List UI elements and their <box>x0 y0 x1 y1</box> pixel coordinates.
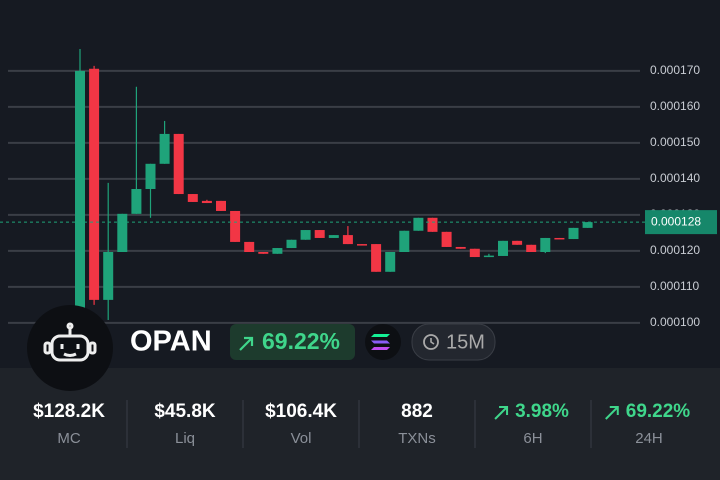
solana-logo <box>371 334 390 350</box>
candle-body <box>117 213 128 252</box>
candle-body <box>244 241 255 252</box>
candle-body <box>469 248 480 258</box>
candle-body <box>300 230 311 240</box>
y-tick-label: 0.000110 <box>650 279 699 293</box>
candle-body <box>371 244 382 272</box>
candle-body <box>286 239 297 249</box>
timeframe: 15M <box>446 331 485 353</box>
candle-body <box>145 163 156 189</box>
candle-body <box>498 240 508 256</box>
candle-body <box>216 200 226 211</box>
candle-body <box>89 68 100 300</box>
candle-body <box>187 194 198 202</box>
y-tick-label: 0.000160 <box>650 99 700 113</box>
up-arrow <box>605 406 619 420</box>
up-arrow <box>239 336 254 351</box>
y-tick-label: 0.000140 <box>650 171 700 185</box>
stat-value: $106.4K <box>265 401 337 422</box>
candle-body <box>258 252 269 254</box>
candle-body <box>173 133 184 195</box>
stats-panel <box>0 368 720 480</box>
candle-body <box>342 235 353 245</box>
candle-body <box>230 210 241 242</box>
stat-value: $45.8K <box>154 401 216 422</box>
chart: 0.0001700.0001600.0001500.0001400.000130… <box>0 48 720 329</box>
change-value: 69.22% <box>262 328 340 354</box>
stat-label: 6H <box>523 430 542 447</box>
change-badge <box>230 324 355 360</box>
candle-body <box>441 231 452 247</box>
candle-body <box>314 230 325 238</box>
robot-icon <box>43 322 97 362</box>
candle-body <box>131 189 142 214</box>
candle-body <box>455 246 466 249</box>
last-price-label: 0.000128 <box>651 214 701 228</box>
stat-label: Liq <box>175 430 195 447</box>
stat-value: 882 <box>401 401 433 422</box>
candle-body <box>568 227 579 240</box>
candle-body <box>159 133 170 164</box>
clock-icon <box>423 334 439 350</box>
stat-label: TXNs <box>398 430 436 447</box>
up-arrow <box>494 406 509 420</box>
candle-body <box>75 70 85 315</box>
candle-body <box>483 255 494 258</box>
stat-label: 24H <box>635 430 663 447</box>
timeframe-badge[interactable] <box>411 323 496 361</box>
y-tick-label: 0.000150 <box>650 135 700 149</box>
stat-value: 3.98% <box>515 401 569 422</box>
candle-body <box>526 244 537 252</box>
candle-body <box>512 240 523 245</box>
stat-label: MC <box>57 430 80 447</box>
stat-value: $128.2K <box>33 401 105 422</box>
candle-body <box>357 244 367 246</box>
y-tick-label: 0.000100 <box>650 315 700 329</box>
avatar <box>27 305 113 391</box>
candle-body <box>399 230 410 252</box>
stat-value: 69.22% <box>626 401 691 422</box>
candle-body <box>103 252 114 300</box>
y-tick-label: 0.000120 <box>650 243 700 257</box>
candle-body <box>328 235 339 238</box>
candle-body <box>554 237 565 240</box>
token-symbol: OPAN <box>130 326 212 358</box>
candle-body <box>201 200 212 204</box>
last-price-box <box>645 210 717 235</box>
clock-hands <box>430 338 435 345</box>
candle-body <box>385 252 396 272</box>
candle-body <box>413 217 424 231</box>
stat-label: Vol <box>291 430 312 447</box>
stats: $128.2K MC $45.8K Liq $106.4K Vol 882 TXNs 3.98%… <box>33 400 690 448</box>
candle-body <box>272 248 283 254</box>
y-tick-label: 0.000170 <box>650 63 700 77</box>
token-header: OPAN 69.22% 15M <box>27 305 496 391</box>
candle-body <box>427 217 438 232</box>
candle-body <box>540 237 551 252</box>
candle-body <box>582 222 593 228</box>
